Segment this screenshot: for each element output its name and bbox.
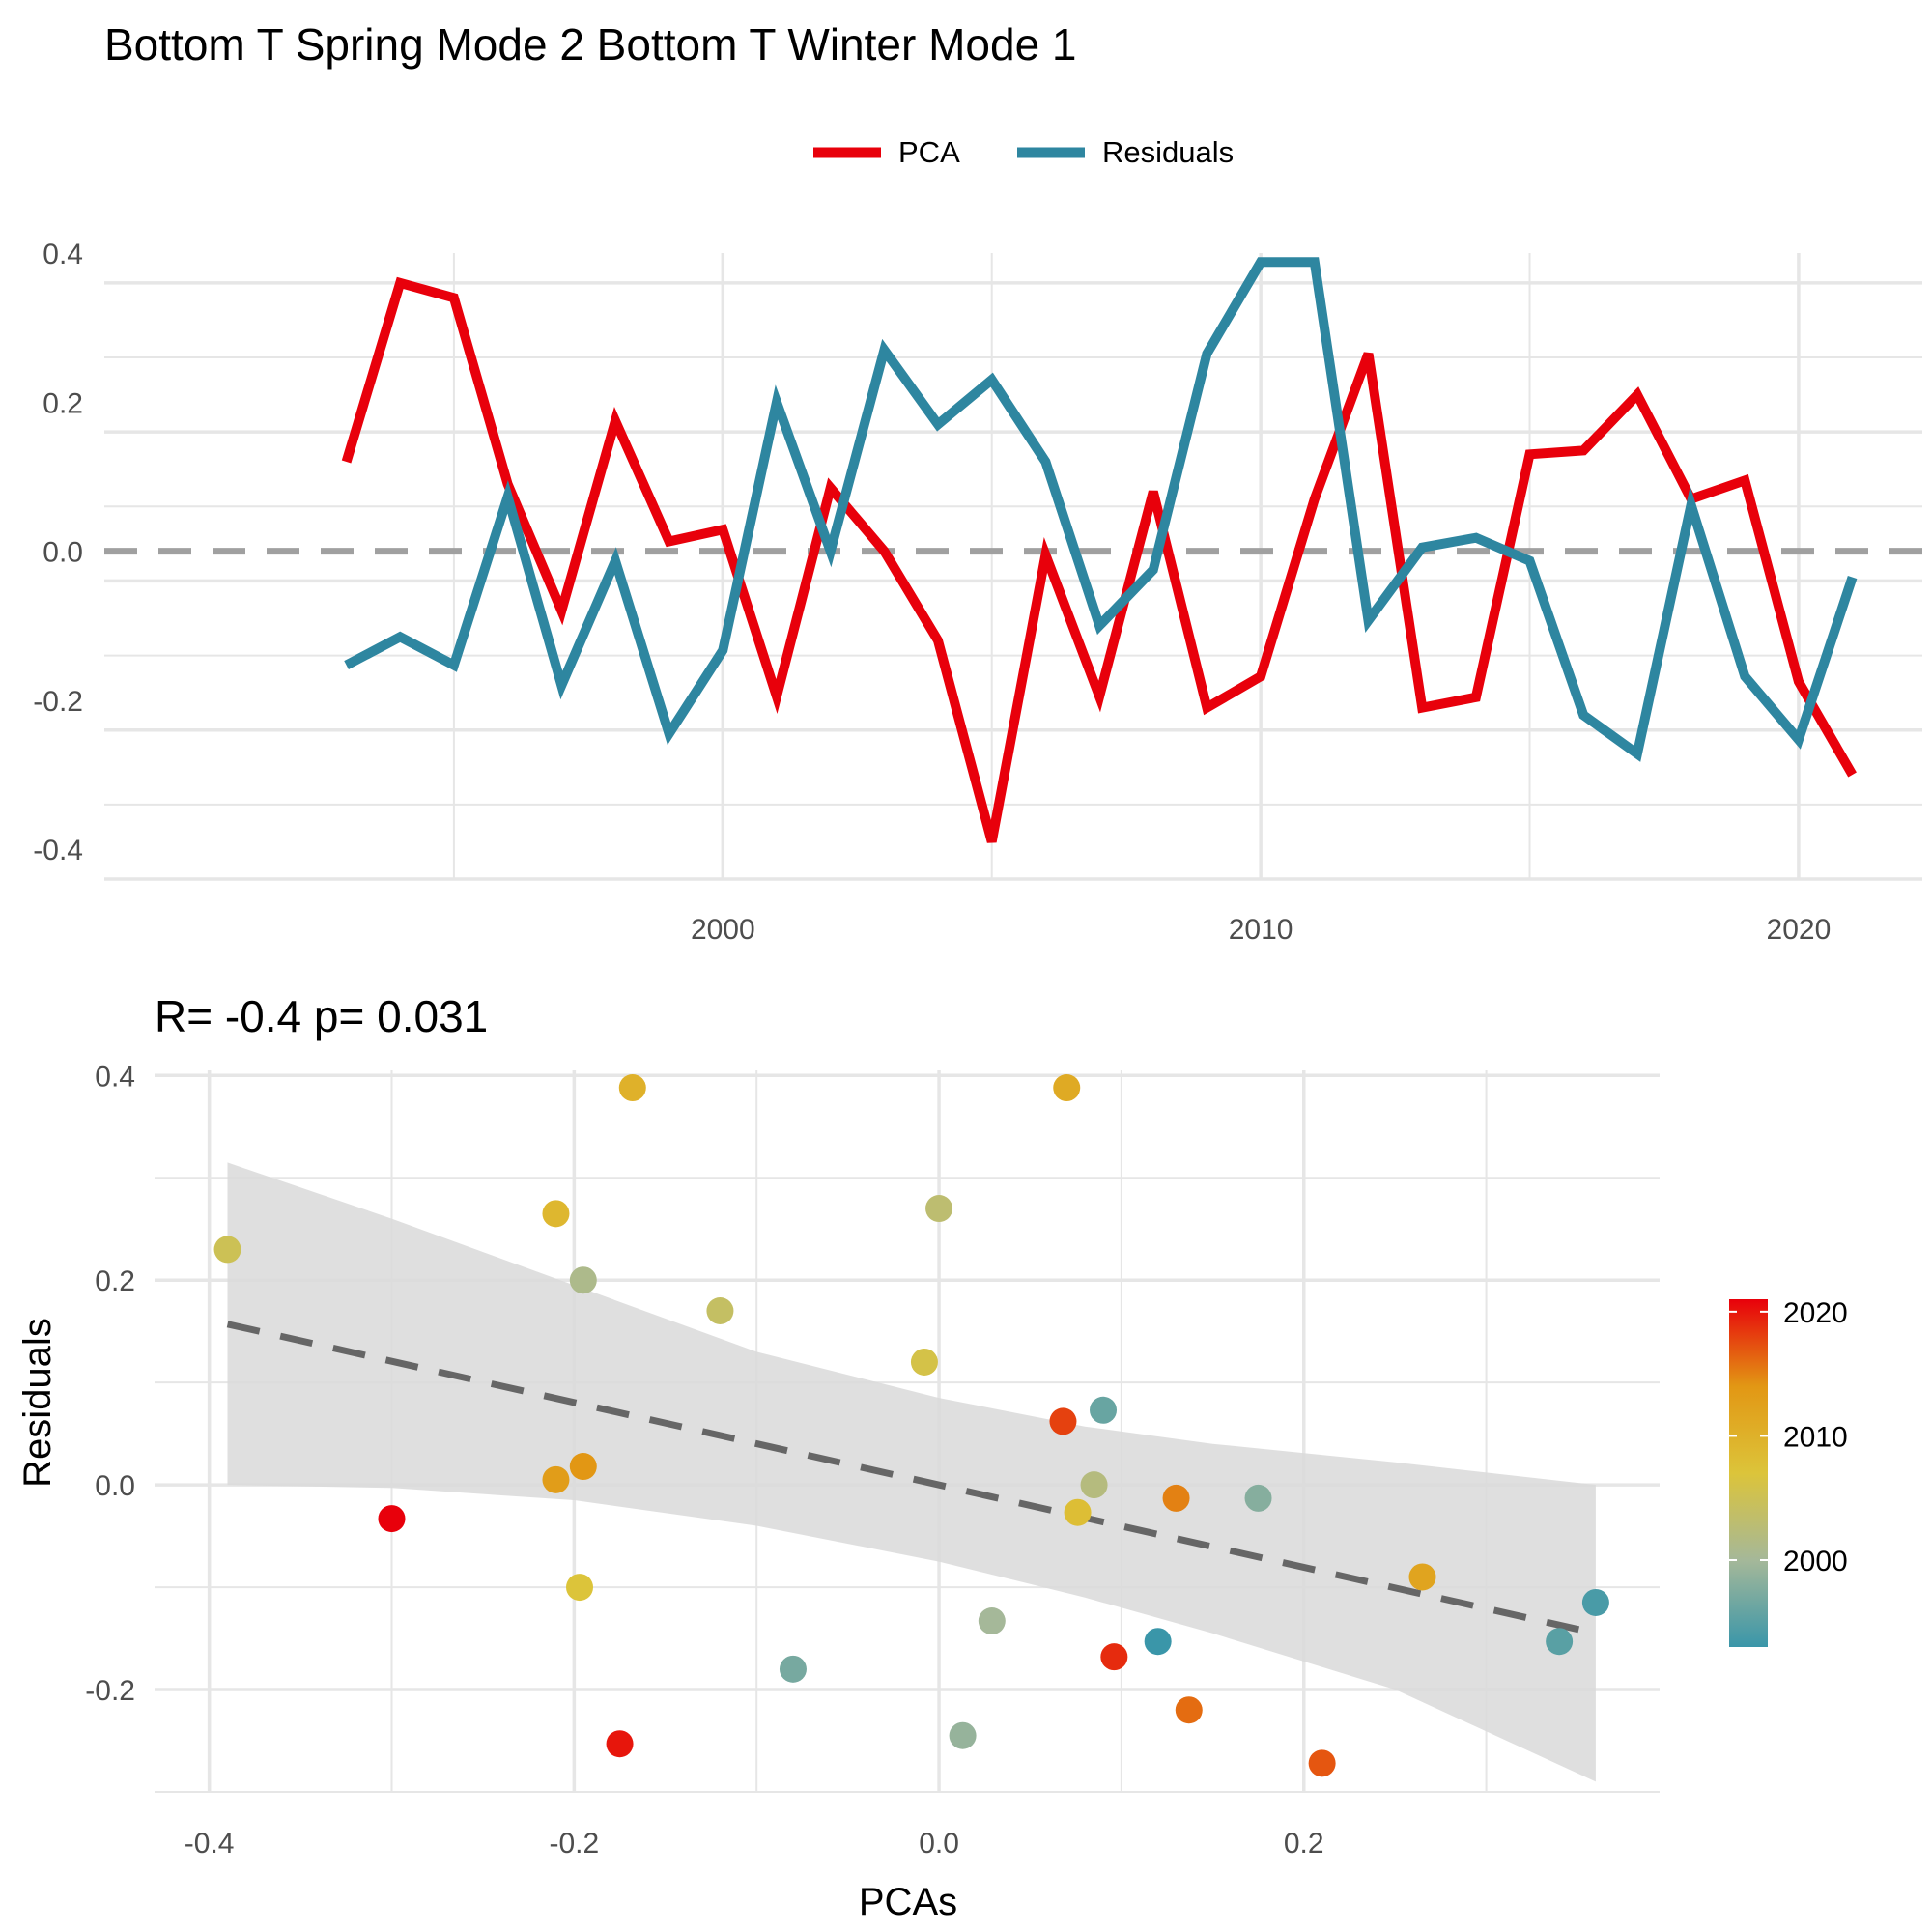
y-tick-label: 0.4 [95, 1061, 135, 1093]
scatter-point [925, 1195, 953, 1223]
scatter-point [1408, 1563, 1436, 1591]
scatter-point [569, 1266, 597, 1294]
y-tick-label: 0.4 [43, 239, 83, 270]
x-tick-label: 2010 [1229, 914, 1293, 946]
scatter-title: R= -0.4 p= 0.031 [155, 991, 488, 1041]
scatter-point [566, 1574, 594, 1602]
colorbar-tick-label: 2000 [1783, 1546, 1848, 1577]
scatter-point [542, 1200, 570, 1228]
x-tick-label: 2000 [691, 914, 755, 946]
y-tick-label: -0.2 [33, 686, 83, 718]
series-line-pca [341, 276, 1857, 843]
trend-line-layer [226, 1321, 1597, 1637]
x-tick-label: 2020 [1767, 914, 1832, 946]
scatter-point [1090, 1396, 1118, 1424]
scatter-point [1053, 1074, 1081, 1102]
scatter-x-axis-label: PCAs [859, 1881, 957, 1923]
scatter-point [606, 1730, 634, 1758]
scatter-y-tick-labels: 0.4 0.2 0.0 -0.2 [85, 1061, 135, 1707]
colorbar-ticks: 2000 2010 2020 [1729, 1297, 1848, 1577]
scatter-point [213, 1236, 242, 1264]
year-colorbar: 2000 2010 2020 [1729, 1297, 1848, 1647]
scatter-point [618, 1074, 646, 1102]
scatter-point [542, 1465, 570, 1493]
scatter-point [1308, 1749, 1336, 1777]
scatter-point [1175, 1696, 1203, 1724]
scatter-point [706, 1297, 734, 1324]
line-legend: PCA Residuals [813, 135, 1234, 169]
scatter-chart-panel: 0.4 0.2 0.0 -0.2 -0.4 -0.2 0.0 0.2 [85, 1061, 1660, 1860]
scatter-point [949, 1721, 977, 1749]
x-tick-label: 0.0 [919, 1828, 959, 1860]
scatter-point [1162, 1484, 1190, 1512]
colorbar-tick-label: 2020 [1783, 1297, 1848, 1329]
y-tick-label: 0.2 [43, 387, 83, 419]
line-chart-x-tick-labels: 2000 2010 2020 [691, 914, 1831, 946]
x-tick-label: -0.2 [549, 1828, 599, 1860]
x-tick-label: -0.4 [185, 1828, 235, 1860]
scatter-point [1244, 1484, 1272, 1512]
y-tick-label: -0.2 [85, 1675, 135, 1707]
series-line-residuals [344, 257, 1858, 762]
line-chart-series [341, 257, 1858, 843]
y-tick-label: -0.4 [33, 835, 83, 867]
scatter-point [1080, 1471, 1108, 1499]
line-chart-y-tick-labels: 0.4 0.2 0.0 -0.2 -0.4 [33, 239, 83, 867]
scatter-point [1144, 1628, 1172, 1656]
scatter-x-tick-labels: -0.4 -0.2 0.0 0.2 [185, 1828, 1324, 1860]
regression-trend-line [226, 1321, 1597, 1637]
colorbar-gradient [1729, 1299, 1768, 1647]
confidence-band-layer [227, 1162, 1596, 1782]
scatter-point [1064, 1498, 1092, 1526]
scatter-point [378, 1505, 406, 1533]
colorbar-tick-label: 2010 [1783, 1421, 1848, 1453]
figure-title: Bottom T Spring Mode 2 Bottom T Winter M… [104, 19, 1077, 70]
legend-label-residuals: Residuals [1102, 135, 1234, 169]
scatter-point [1100, 1643, 1128, 1671]
line-chart-panel: 0.4 0.2 0.0 -0.2 -0.4 2000 2010 2020 [33, 239, 1922, 946]
scatter-point [779, 1655, 807, 1683]
scatter-point [978, 1607, 1006, 1635]
scatter-point [910, 1348, 938, 1376]
x-tick-label: 0.2 [1284, 1828, 1324, 1860]
legend-label-pca: PCA [898, 135, 960, 169]
y-tick-label: 0.0 [43, 537, 83, 569]
y-tick-label: 0.2 [95, 1265, 135, 1297]
scatter-point [1546, 1628, 1574, 1656]
confidence-band [227, 1162, 1596, 1782]
scatter-point [1581, 1588, 1609, 1616]
y-tick-label: 0.0 [95, 1470, 135, 1502]
scatter-point [569, 1453, 597, 1481]
scatter-y-axis-label: Residuals [16, 1318, 59, 1488]
scatter-point [1049, 1407, 1077, 1435]
scatter-points [213, 1074, 1609, 1777]
